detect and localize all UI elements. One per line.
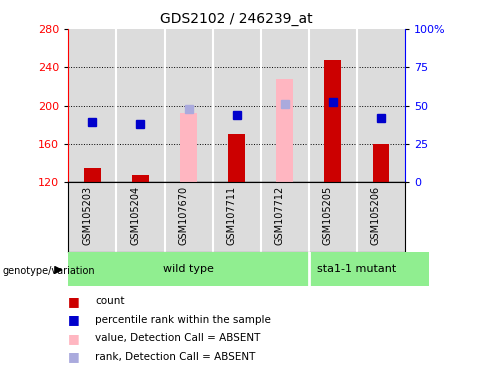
- Text: GSM107711: GSM107711: [227, 186, 237, 245]
- Text: GSM105205: GSM105205: [323, 186, 333, 245]
- Bar: [372, 144, 389, 182]
- Text: wild type: wild type: [163, 264, 214, 274]
- Bar: [309, 252, 429, 286]
- Text: sta1-1 mutant: sta1-1 mutant: [317, 264, 397, 274]
- Text: ■: ■: [68, 350, 80, 363]
- Text: genotype/variation: genotype/variation: [2, 266, 95, 276]
- Bar: [213, 29, 261, 182]
- Text: GSM105204: GSM105204: [130, 186, 141, 245]
- Text: GSM105203: GSM105203: [82, 186, 92, 245]
- Text: ■: ■: [68, 313, 80, 326]
- Title: GDS2102 / 246239_at: GDS2102 / 246239_at: [161, 12, 313, 26]
- Text: GSM105206: GSM105206: [371, 186, 381, 245]
- Bar: [325, 60, 341, 182]
- Text: GSM107712: GSM107712: [275, 186, 285, 245]
- Bar: [276, 79, 293, 182]
- Text: value, Detection Call = ABSENT: value, Detection Call = ABSENT: [95, 333, 261, 343]
- Bar: [68, 29, 117, 182]
- Text: rank, Detection Call = ABSENT: rank, Detection Call = ABSENT: [95, 352, 256, 362]
- Bar: [228, 134, 245, 182]
- Bar: [357, 29, 405, 182]
- Bar: [180, 113, 197, 182]
- Text: count: count: [95, 296, 124, 306]
- Bar: [117, 29, 164, 182]
- Bar: [309, 29, 357, 182]
- Text: ■: ■: [68, 332, 80, 345]
- Bar: [132, 175, 149, 182]
- Bar: [164, 29, 213, 182]
- Bar: [261, 29, 309, 182]
- Bar: [84, 168, 101, 182]
- Text: ■: ■: [68, 295, 80, 308]
- Text: GSM107670: GSM107670: [179, 186, 188, 245]
- Bar: [68, 252, 309, 286]
- Text: percentile rank within the sample: percentile rank within the sample: [95, 315, 271, 325]
